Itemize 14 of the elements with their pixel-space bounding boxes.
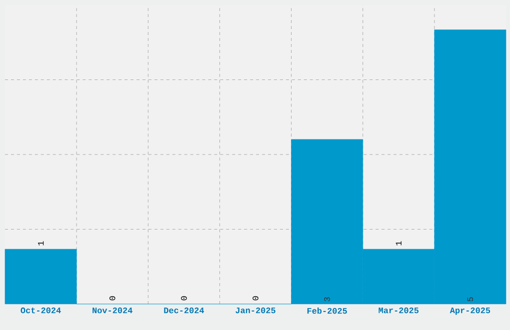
x-tick-label: Apr-2025 <box>450 308 490 315</box>
x-tick-label: Oct-2024 <box>20 308 61 314</box>
x-tick-label: Feb-2025 <box>307 308 347 314</box>
data-label: 1 <box>38 241 44 246</box>
data-label: 1 <box>396 241 402 246</box>
data-label: 5 <box>467 297 474 302</box>
x-tick-label: Mar-2025 <box>378 308 419 314</box>
x-tick-label: Jan-2025 <box>236 308 276 314</box>
data-label: 3 <box>324 297 330 302</box>
data-label: 0 <box>252 296 258 300</box>
x-tick-label: Dec-2024 <box>164 308 204 314</box>
data-label: 0 <box>109 296 116 300</box>
data-label: 0 <box>181 296 187 300</box>
x-tick-label: Nov-2024 <box>92 308 132 314</box>
